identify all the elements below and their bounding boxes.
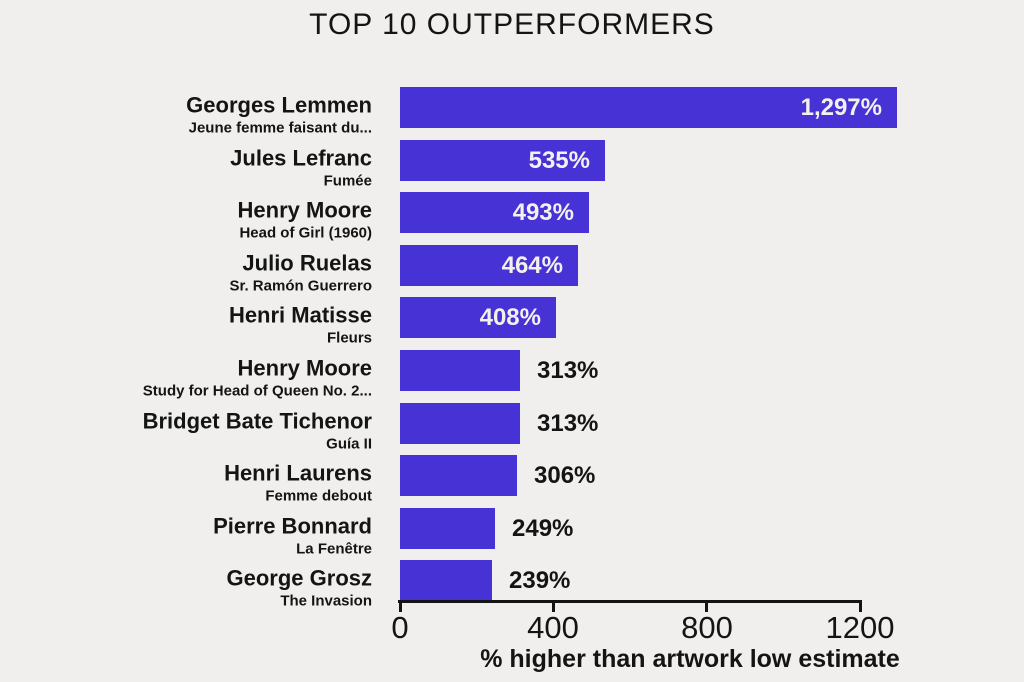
bar-value-label: 408%: [479, 303, 541, 331]
bar-value-label: 239%: [509, 566, 571, 594]
artwork-title: Sr. Ramón Guerrero: [229, 277, 372, 294]
artist-name: Henri Laurens: [224, 460, 372, 485]
artist-name: Pierre Bonnard: [213, 513, 372, 538]
artist-name: Julio Ruelas: [242, 250, 372, 275]
bar-row: Henri Laurens Femme debout 306%: [0, 455, 1024, 504]
x-tick: [705, 601, 708, 612]
bar: [400, 508, 495, 549]
bar: [400, 403, 520, 444]
artist-name: Jules Lefranc: [230, 145, 372, 170]
bar: [400, 192, 589, 233]
bar-value-label: 306%: [534, 461, 596, 489]
artwork-title: Study for Head of Queen No. 2...: [142, 382, 372, 399]
bar: [400, 245, 578, 286]
bar: [400, 297, 556, 338]
artwork-title: Femme debout: [265, 487, 372, 504]
artist-name: Henri Matisse: [228, 302, 372, 327]
artist-name: Henry Moore: [237, 197, 372, 222]
category-label: Jules Lefranc Fumée: [0, 145, 372, 190]
x-tick: [399, 601, 402, 612]
category-label: Henry Moore Head of Girl (1960): [0, 197, 372, 242]
artist-name: Bridget Bate Tichenor: [142, 408, 372, 433]
x-tick: [859, 601, 862, 612]
x-tick-label: 400: [527, 610, 579, 645]
bar: [400, 350, 520, 391]
category-label: Henri Matisse Fleurs: [0, 302, 372, 347]
x-tick-label: 0: [391, 610, 409, 645]
bar: [400, 87, 897, 128]
bar: [400, 140, 605, 181]
bar-row: Henri Matisse Fleurs 408%: [0, 297, 1024, 346]
x-tick-label: 1200: [825, 610, 895, 645]
bar-row: George Grosz The Invasion 239%: [0, 560, 1024, 609]
bar: [400, 560, 492, 601]
artist-name: George Grosz: [226, 565, 372, 590]
bar-value-label: 1,297%: [800, 93, 882, 121]
bar-value-label: 249%: [512, 514, 574, 542]
bar-row: Bridget Bate Tichenor Guía II 313%: [0, 403, 1024, 452]
artist-name: Georges Lemmen: [186, 92, 372, 117]
bar-row: Pierre Bonnard La Fenêtre 249%: [0, 508, 1024, 557]
bar-value-label: 535%: [528, 146, 590, 174]
x-axis-line: [398, 600, 862, 603]
x-tick: [552, 601, 555, 612]
artwork-title: Head of Girl (1960): [239, 224, 372, 241]
category-label: George Grosz The Invasion: [0, 565, 372, 610]
x-tick-label: 800: [681, 610, 733, 645]
category-label: Bridget Bate Tichenor Guía II: [0, 408, 372, 453]
category-label: Georges Lemmen Jeune femme faisant du...: [0, 92, 372, 137]
artist-name: Henry Moore: [237, 355, 372, 380]
artwork-title: Fumée: [323, 172, 372, 189]
bar-row: Henry Moore Head of Girl (1960) 493%: [0, 192, 1024, 241]
bar-row: Jules Lefranc Fumée 535%: [0, 140, 1024, 189]
artwork-title: Fleurs: [326, 329, 372, 346]
bar-value-label: 313%: [537, 356, 599, 384]
bar-row: Julio Ruelas Sr. Ramón Guerrero 464%: [0, 245, 1024, 294]
bar-value-label: 493%: [512, 198, 574, 226]
category-label: Julio Ruelas Sr. Ramón Guerrero: [0, 250, 372, 295]
category-label: Pierre Bonnard La Fenêtre: [0, 513, 372, 558]
bar-value-label: 313%: [537, 409, 599, 437]
artwork-title: Jeune femme faisant du...: [188, 119, 372, 136]
bar-row: Georges Lemmen Jeune femme faisant du... 1…: [0, 87, 1024, 136]
bar-row: Henry Moore Study for Head of Queen No. 2…: [0, 350, 1024, 399]
bar: [400, 455, 517, 496]
chart-title: TOP 10 OUTPERFORMERS: [309, 8, 715, 41]
artwork-title: La Fenêtre: [296, 540, 372, 557]
category-label: Henri Laurens Femme debout: [0, 460, 372, 505]
category-label: Henry Moore Study for Head of Queen No. 2…: [0, 355, 372, 400]
artwork-title: The Invasion: [280, 592, 372, 609]
x-axis-title: % higher than artwork low estimate: [480, 645, 900, 673]
bar-value-label: 464%: [501, 251, 563, 279]
artwork-title: Guía II: [326, 435, 372, 452]
